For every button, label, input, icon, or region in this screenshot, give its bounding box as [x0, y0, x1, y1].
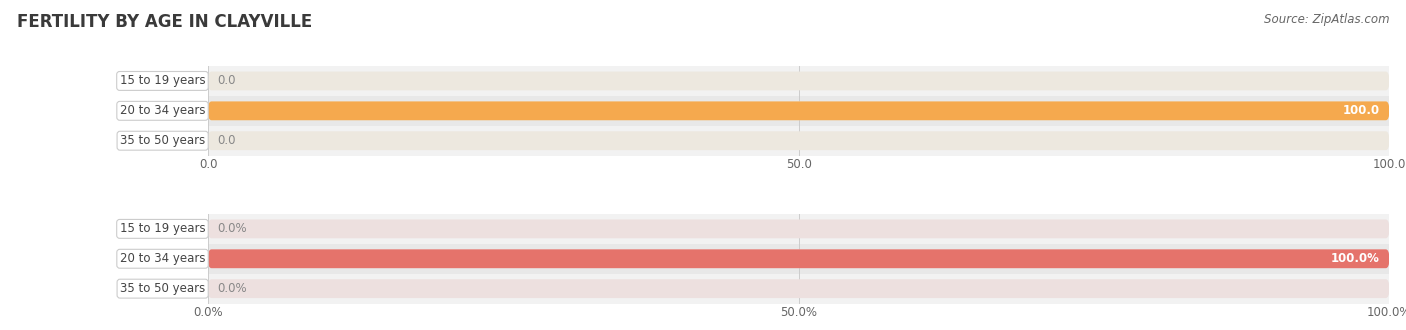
FancyBboxPatch shape — [208, 249, 1389, 268]
FancyBboxPatch shape — [208, 131, 1389, 150]
Text: FERTILITY BY AGE IN CLAYVILLE: FERTILITY BY AGE IN CLAYVILLE — [17, 13, 312, 31]
FancyBboxPatch shape — [208, 101, 1389, 120]
Text: 15 to 19 years: 15 to 19 years — [120, 75, 205, 87]
FancyBboxPatch shape — [208, 66, 1389, 96]
FancyBboxPatch shape — [208, 274, 1389, 304]
Text: 0.0%: 0.0% — [218, 282, 247, 295]
FancyBboxPatch shape — [208, 219, 1389, 238]
FancyBboxPatch shape — [208, 244, 1389, 274]
FancyBboxPatch shape — [208, 214, 1389, 244]
Text: 0.0: 0.0 — [218, 75, 236, 87]
FancyBboxPatch shape — [208, 279, 1389, 298]
FancyBboxPatch shape — [208, 249, 1389, 268]
FancyBboxPatch shape — [208, 101, 1389, 120]
Text: 100.0%: 100.0% — [1331, 252, 1379, 265]
Text: 100.0: 100.0 — [1343, 104, 1379, 117]
Text: 0.0%: 0.0% — [218, 222, 247, 235]
Text: 20 to 34 years: 20 to 34 years — [120, 252, 205, 265]
Text: 35 to 50 years: 35 to 50 years — [120, 282, 205, 295]
Text: 0.0: 0.0 — [218, 134, 236, 147]
FancyBboxPatch shape — [208, 126, 1389, 156]
FancyBboxPatch shape — [208, 96, 1389, 126]
Text: Source: ZipAtlas.com: Source: ZipAtlas.com — [1264, 13, 1389, 26]
FancyBboxPatch shape — [208, 72, 1389, 90]
Text: 35 to 50 years: 35 to 50 years — [120, 134, 205, 147]
Text: 20 to 34 years: 20 to 34 years — [120, 104, 205, 117]
Text: 15 to 19 years: 15 to 19 years — [120, 222, 205, 235]
